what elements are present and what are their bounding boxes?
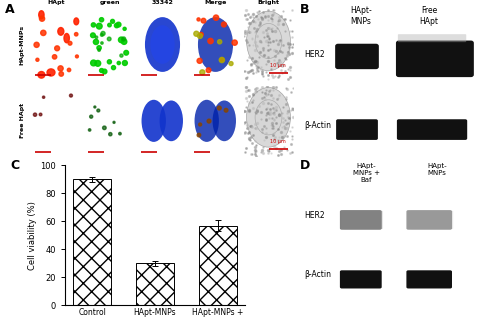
FancyBboxPatch shape (411, 211, 454, 229)
FancyBboxPatch shape (344, 211, 382, 229)
FancyBboxPatch shape (344, 211, 383, 229)
Text: LysoTracker
green: LysoTracker green (88, 0, 130, 5)
FancyBboxPatch shape (342, 211, 382, 229)
FancyBboxPatch shape (410, 211, 453, 229)
FancyBboxPatch shape (396, 41, 474, 77)
Text: HApt-MNPs: HApt-MNPs (20, 24, 24, 65)
FancyBboxPatch shape (340, 270, 382, 288)
Text: A: A (5, 3, 15, 16)
FancyBboxPatch shape (409, 211, 452, 229)
Text: B: B (300, 3, 310, 16)
FancyBboxPatch shape (341, 211, 381, 229)
Bar (136, 263, 174, 305)
Text: HApt-
MNPs: HApt- MNPs (427, 162, 446, 176)
Text: β-Actin: β-Actin (304, 121, 331, 130)
Text: Hoechst
33342: Hoechst 33342 (148, 0, 177, 5)
FancyBboxPatch shape (335, 44, 379, 69)
FancyBboxPatch shape (408, 211, 451, 229)
Text: Free
HApt: Free HApt (420, 6, 438, 26)
FancyBboxPatch shape (336, 119, 378, 140)
Bar (199, 225, 237, 305)
Text: β-Actin: β-Actin (304, 270, 331, 279)
Text: C: C (10, 159, 19, 172)
Text: HER2: HER2 (304, 211, 324, 220)
Text: Bright: Bright (258, 0, 280, 5)
FancyBboxPatch shape (408, 211, 452, 229)
Bar (73, 179, 111, 305)
Y-axis label: Cell viability (%): Cell viability (%) (28, 201, 38, 270)
Text: HER2: HER2 (304, 50, 324, 59)
FancyBboxPatch shape (397, 119, 467, 140)
FancyBboxPatch shape (398, 34, 466, 42)
FancyBboxPatch shape (406, 210, 452, 230)
Text: HApt-
MNPs: HApt- MNPs (350, 6, 372, 26)
Text: Merge: Merge (204, 0, 227, 5)
Text: Free HApt: Free HApt (20, 103, 24, 138)
Text: Texas red-
HApt: Texas red- HApt (38, 0, 74, 5)
FancyBboxPatch shape (340, 210, 382, 230)
Text: HApt-
MNPs +
Baf: HApt- MNPs + Baf (353, 162, 380, 183)
FancyBboxPatch shape (342, 211, 382, 229)
Text: D: D (300, 159, 310, 172)
FancyBboxPatch shape (406, 270, 452, 288)
